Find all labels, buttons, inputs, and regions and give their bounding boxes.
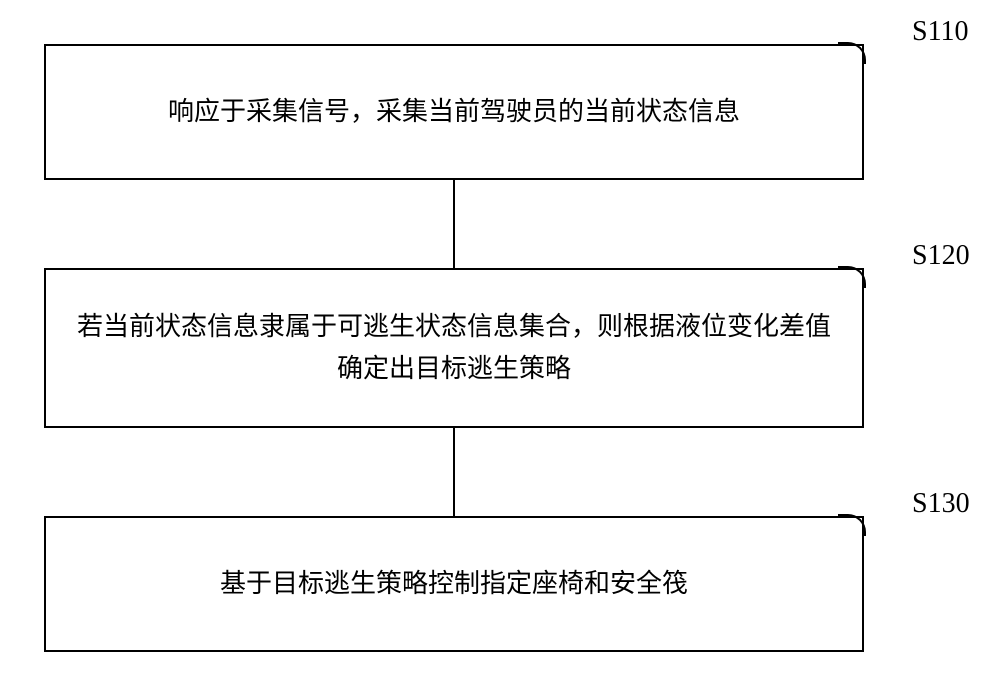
flowchart-node-s110-text: 响应于采集信号，采集当前驾驶员的当前状态信息	[66, 91, 842, 133]
flowchart-node-s130-text: 基于目标逃生策略控制指定座椅和安全筏	[66, 563, 842, 605]
flowchart-canvas: 响应于采集信号，采集当前驾驶员的当前状态信息 S110 若当前状态信息隶属于可逃…	[0, 0, 1000, 694]
flowchart-node-s120-text: 若当前状态信息隶属于可逃生状态信息集合，则根据液位变化差值确定出目标逃生策略	[66, 306, 842, 389]
step-label-s110: S110	[912, 16, 969, 48]
connector-s110-s120	[453, 180, 455, 268]
flowchart-node-s130: 基于目标逃生策略控制指定座椅和安全筏	[44, 516, 864, 652]
step-label-s130: S130	[912, 488, 970, 520]
step-label-s120: S120	[912, 240, 970, 272]
connector-s120-s130	[453, 428, 455, 516]
flowchart-node-s110: 响应于采集信号，采集当前驾驶员的当前状态信息	[44, 44, 864, 180]
flowchart-node-s120: 若当前状态信息隶属于可逃生状态信息集合，则根据液位变化差值确定出目标逃生策略	[44, 268, 864, 428]
